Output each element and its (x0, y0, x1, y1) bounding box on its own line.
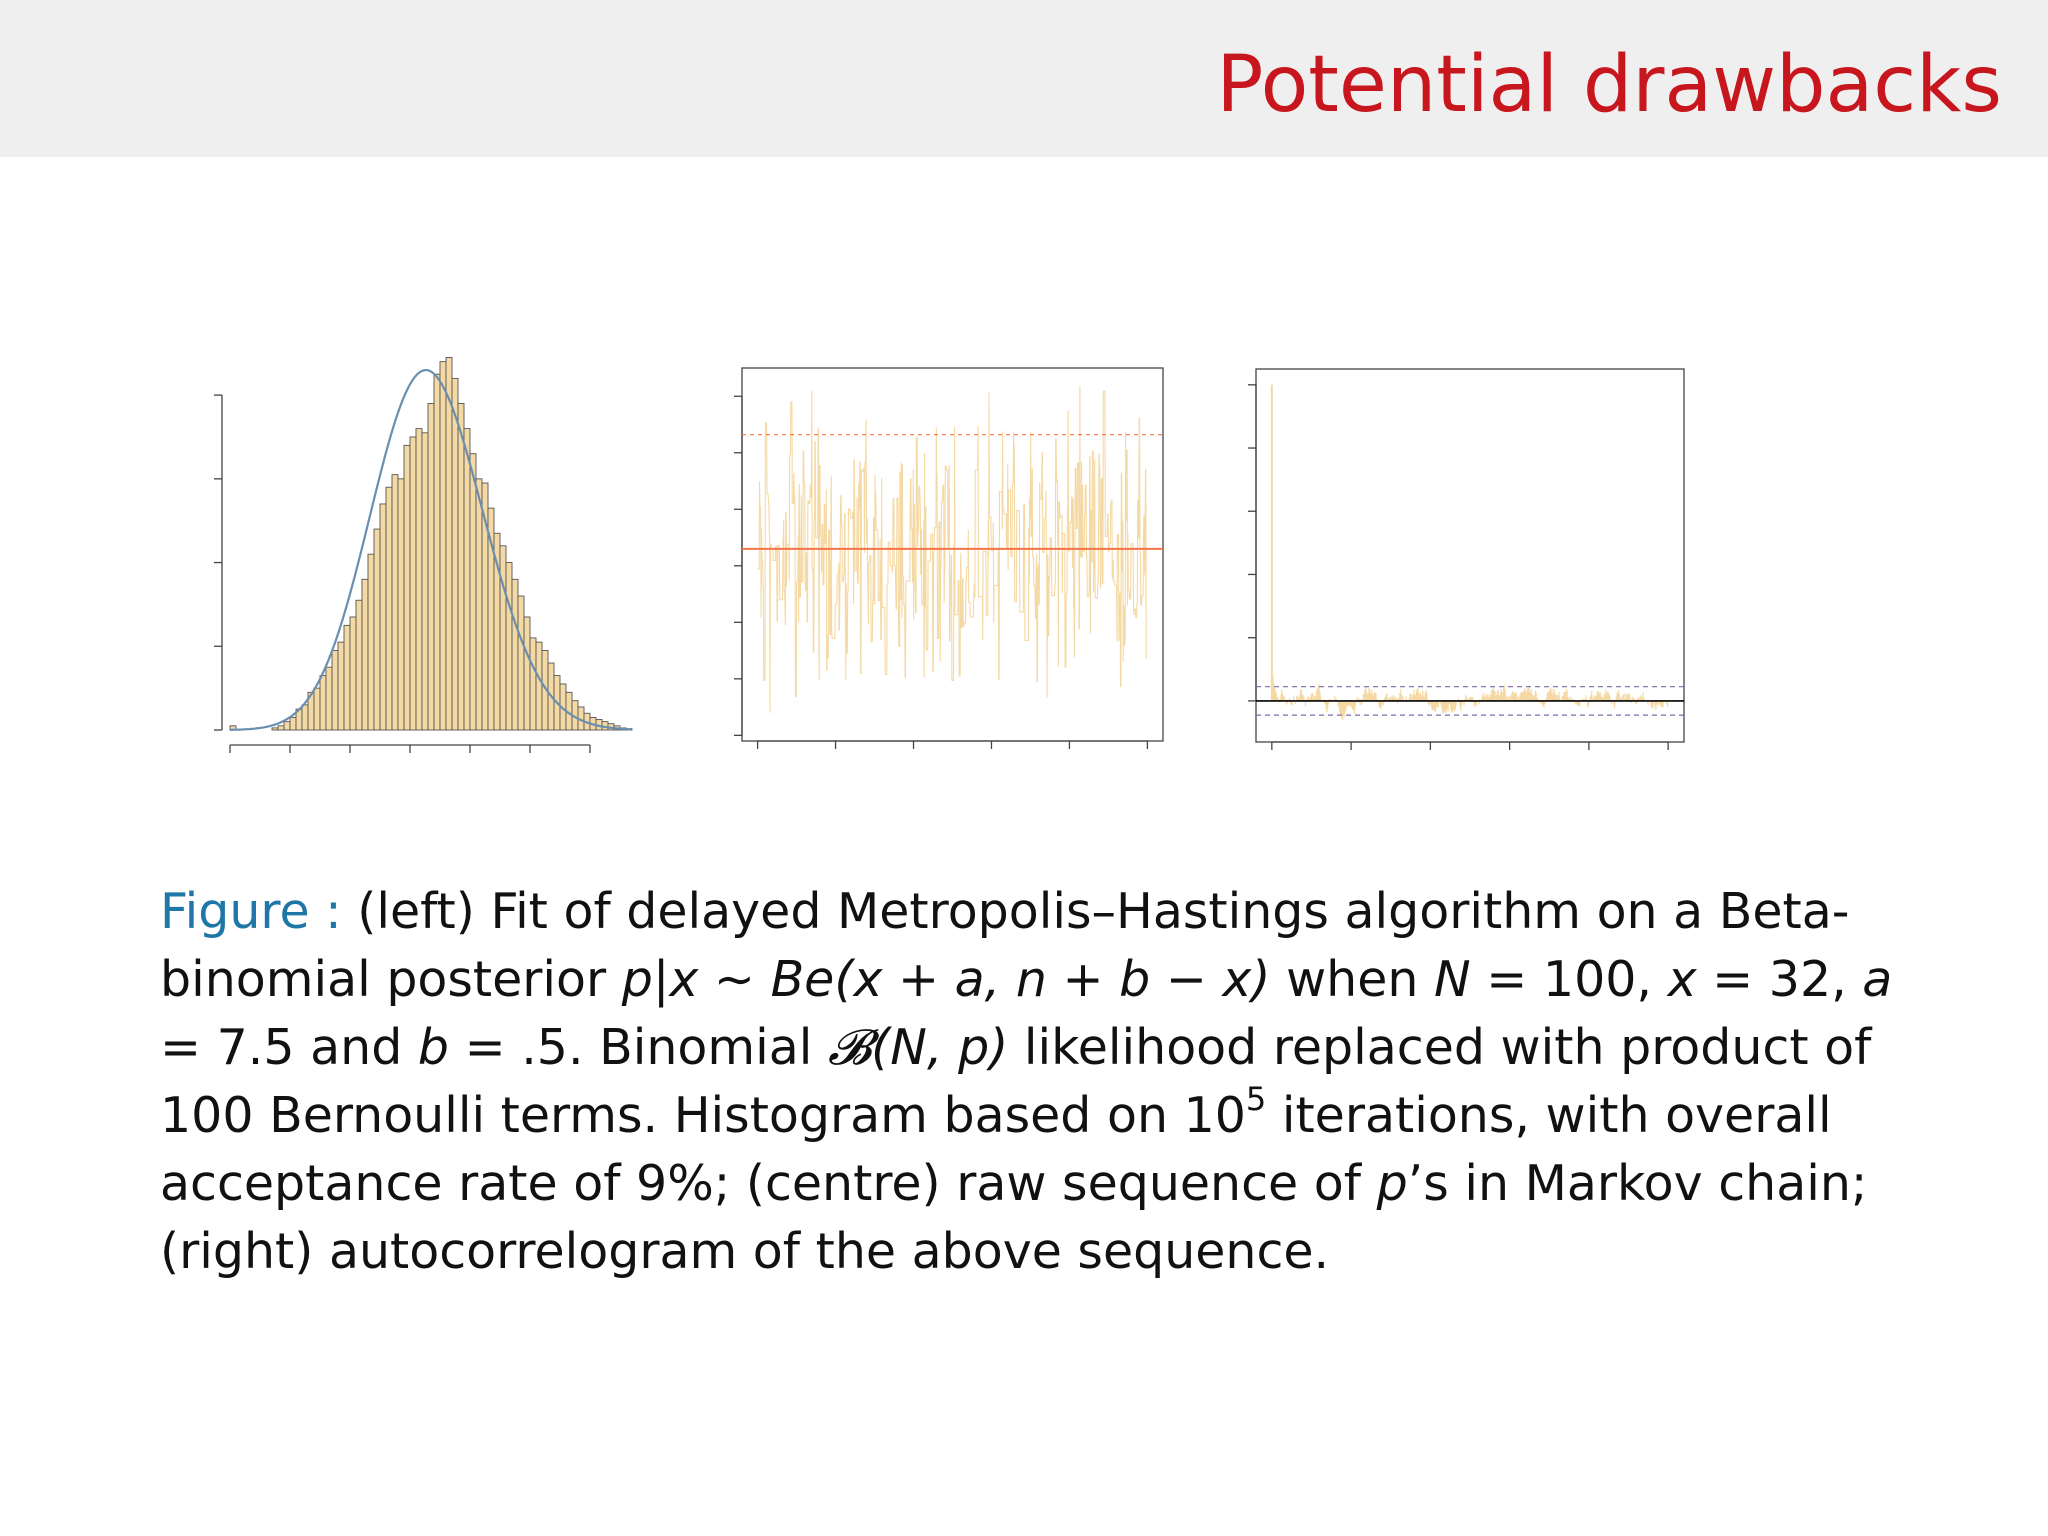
caption-text: = 32, (1696, 951, 1863, 1008)
histogram-bar (475, 478, 483, 731)
histogram-bar (415, 428, 423, 731)
caption-body: (left) Fit of delayed Metropolis–Hasting… (160, 883, 1892, 1280)
caption-text: when (1270, 951, 1435, 1008)
figure-caption: Figure : (left) Fit of delayed Metropoli… (160, 878, 1920, 1286)
histogram-bar (427, 403, 435, 731)
histogram-bar (535, 641, 543, 731)
histogram-bar (445, 356, 453, 731)
histogram-bar (355, 599, 363, 731)
histogram-bar (301, 704, 309, 731)
histogram-bar (529, 637, 537, 731)
histogram-bar (391, 474, 399, 731)
histogram-bar (379, 503, 387, 731)
histogram-panel (214, 356, 633, 753)
histogram-bar (361, 578, 369, 731)
histogram-bar (403, 444, 411, 731)
histogram-bar (349, 616, 357, 731)
caption-math: a (1862, 951, 1893, 1008)
caption-text: iterations, with overall acceptance rate… (160, 1087, 1832, 1212)
histogram-bar (505, 562, 513, 731)
histogram-bar (469, 453, 477, 731)
caption-text: (left) Fit of delayed Metropolis–Hasting… (160, 883, 1850, 1008)
caption-text: likelihood replaced with product of 100 … (160, 1019, 1872, 1144)
histogram-bar (343, 624, 351, 731)
caption-math: N (1434, 951, 1471, 1008)
caption-math: p (1376, 1155, 1408, 1212)
slide-title: Potential drawbacks (1216, 40, 2002, 130)
histogram-bar (451, 377, 459, 731)
caption-math: p|x ∼ Be(x + a, n + b − x) (621, 951, 1271, 1008)
autocorrelogram-panel (1248, 368, 1685, 750)
histogram-bar (289, 716, 297, 731)
histogram-bar (283, 721, 291, 731)
caption-text: = 100, (1470, 951, 1668, 1008)
caption-text: = .5. Binomial (449, 1019, 828, 1076)
caption-text: ’s in Markov chain; (right) autocorrelog… (160, 1155, 1868, 1280)
histogram-bar (325, 666, 333, 731)
histogram-bar (421, 432, 429, 731)
histogram-bar (313, 687, 321, 731)
trace-line (757, 386, 1148, 713)
histogram-bar (433, 373, 441, 731)
histogram-bar (517, 595, 525, 731)
caption-math: 𝓑(N, p) (827, 1019, 1009, 1076)
caption-text: = 7.5 and (160, 1019, 418, 1076)
histogram-bar (463, 428, 471, 731)
caption-superscript: 5 (1245, 1080, 1267, 1118)
histogram-bar (367, 553, 375, 731)
histogram-bar (271, 727, 279, 731)
histogram-bar (385, 486, 393, 731)
histogram-bar (457, 403, 465, 731)
plot-frame (1255, 368, 1685, 743)
title-bar (0, 0, 2048, 157)
histogram-bar (319, 675, 327, 731)
histogram-bar (499, 545, 507, 731)
caption-math: b (417, 1019, 450, 1076)
histogram-bar (277, 725, 285, 731)
histogram-bar (331, 650, 339, 731)
histogram-bar (337, 641, 345, 731)
histogram-bar (523, 616, 531, 731)
histogram-bar (397, 478, 405, 731)
trace-panel (734, 367, 1164, 749)
histogram-bar (439, 361, 447, 731)
histogram-bar (409, 436, 417, 731)
density-curve (230, 368, 631, 731)
histogram-bar (373, 528, 381, 731)
histogram-bar (511, 578, 519, 731)
caption-math: x (1667, 951, 1697, 1008)
caption-label: Figure : (160, 883, 342, 940)
